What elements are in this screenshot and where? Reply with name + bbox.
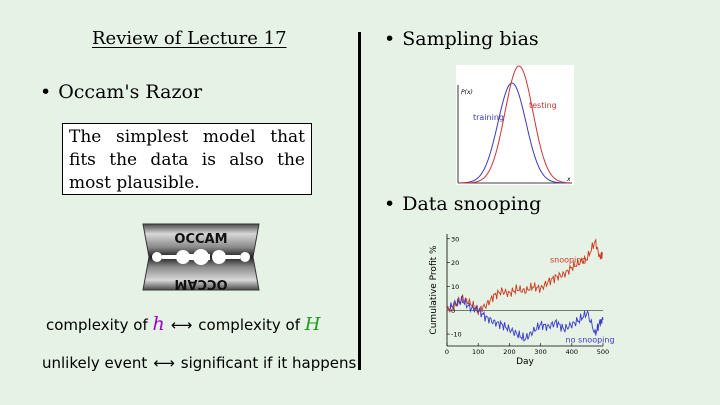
testing-curve [460, 65, 570, 184]
x-label: x [566, 176, 571, 183]
series-line-snooping [446, 238, 604, 315]
bullet-dot: • [384, 193, 396, 215]
chart-labels: 0 100 200 300 400 500 -10 0 10 20 30 Day Cumulative … [429, 235, 615, 367]
data-snooping-chart: 0 100 200 300 400 500 -10 0 10 20 30 Day Cumulative … [429, 234, 615, 367]
razor-top-text: OCCAM [174, 232, 227, 247]
complexity-statement: complexity of h ⟷ complexity of H [46, 313, 320, 335]
x-tick-label: 100 [472, 348, 484, 356]
snooping-bullet: • Data snooping [384, 193, 541, 215]
training-curve [460, 82, 570, 184]
bullet-dot: • [384, 28, 396, 50]
y-tick-label: 10 [451, 283, 459, 291]
legend-snooping: snooping [550, 256, 586, 265]
occam-heading: Occam's Razor [58, 81, 203, 103]
column-divider [358, 32, 361, 370]
y-axis-label: Cumulative Profit % [429, 245, 439, 335]
occam-razor-blade-image: OCCAM OCCAM [142, 223, 260, 291]
sampling-bias-plot: P(x) x training testing [456, 65, 574, 185]
unlikely-right-text: significant if it happens [180, 354, 357, 372]
legend-no-snooping: no snooping [566, 335, 615, 344]
unlikely-statement: unlikely event ⟷ significant if it happens [42, 354, 356, 372]
slide-title: Review of Lecture 17 [92, 28, 287, 49]
unlikely-left-text: unlikely event [42, 354, 148, 372]
x-tick-label: 300 [534, 348, 546, 356]
testing-label: testing [529, 101, 557, 110]
razor-bottom-text: OCCAM [174, 276, 227, 291]
sampling-heading: Sampling bias [402, 28, 539, 50]
occam-quote-box: The simplest model that fits the data is… [62, 123, 312, 195]
chart-series [446, 238, 604, 342]
x-tick-label: 400 [566, 348, 578, 356]
complexity-right-text: complexity of [198, 316, 305, 334]
bullet-dot: • [40, 81, 52, 103]
x-tick-label: 500 [597, 348, 609, 356]
y-tick-label: -10 [451, 331, 462, 339]
complexity-left-text: complexity of [46, 316, 153, 334]
y-tick-label: 20 [451, 259, 459, 267]
series-line-no-snooping [446, 295, 604, 342]
x-axis-label: Day [516, 357, 534, 367]
x-tick-label: 0 [445, 348, 449, 356]
long-arrow-icon: ⟷ [170, 316, 193, 334]
chart-axes [446, 234, 604, 347]
y-tick-label: 0 [451, 307, 455, 315]
px-label: P(x) [461, 89, 473, 96]
sampling-bullet: • Sampling bias [384, 28, 539, 50]
training-label: training [473, 113, 504, 122]
h-symbol: h [152, 313, 165, 335]
occam-bullet: • Occam's Razor [40, 81, 202, 103]
x-tick-label: 200 [503, 348, 515, 356]
snooping-heading: Data snooping [402, 193, 542, 215]
long-arrow-icon: ⟷ [153, 354, 175, 372]
H-symbol: H [304, 314, 321, 335]
y-tick-label: 30 [451, 235, 459, 243]
